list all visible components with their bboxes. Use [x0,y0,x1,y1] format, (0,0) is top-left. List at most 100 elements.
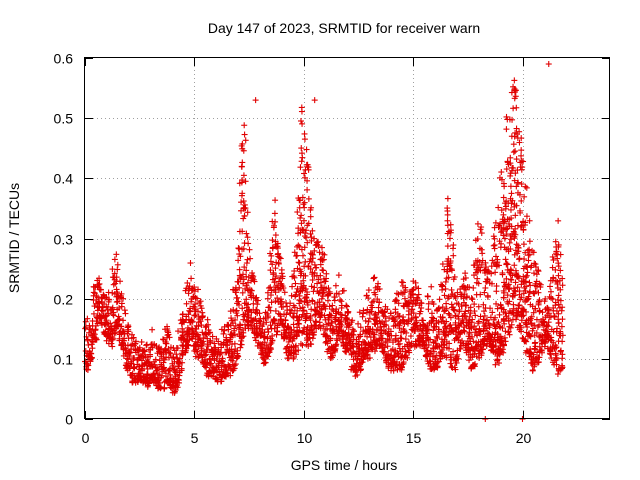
data-point [109,289,116,296]
data-point [138,338,145,345]
data-point [444,243,451,250]
data-point [355,320,362,327]
data-point [191,312,198,319]
data-point [112,280,119,287]
data-point [158,374,165,381]
data-point [168,385,175,392]
data-point [243,260,250,267]
data-point [118,290,125,297]
data-point [314,280,321,287]
data-point [559,338,566,345]
data-point [339,288,346,295]
data-point [184,279,191,286]
data-point [503,261,510,268]
data-point [167,350,174,357]
points-layer [82,61,566,422]
data-point [512,148,519,155]
y-axis-label: SRMTID / TECUs [6,183,22,293]
data-point [298,104,305,111]
data-point [462,270,469,277]
y-tick-label: 0.2 [54,292,74,308]
data-point [511,77,518,84]
data-point [365,318,372,325]
data-point [298,150,305,157]
data-point [271,210,278,217]
data-point [105,310,112,317]
data-point [518,147,525,154]
data-point [183,300,190,307]
data-point [526,246,533,253]
data-point [371,274,378,281]
data-point [128,360,135,367]
data-point [265,328,272,335]
data-point [533,316,540,323]
data-point [316,319,323,326]
data-point [523,272,530,279]
data-point [151,361,158,368]
data-point [90,310,97,317]
data-point [301,136,308,143]
data-point [304,186,311,193]
data-point [292,280,299,287]
data-point [288,292,295,299]
data-point [125,326,132,333]
data-point [337,296,344,303]
data-point [295,259,302,266]
data-point [498,169,505,176]
data-point [179,359,186,366]
data-point [171,375,178,382]
data-point [105,304,112,311]
data-point [474,220,481,227]
data-point [264,326,271,333]
data-point [402,336,409,343]
data-point [311,97,318,104]
data-point [89,345,96,352]
data-point [113,299,120,306]
data-point [140,348,147,355]
data-point [359,313,366,320]
data-point [272,197,279,204]
data-point [297,117,304,124]
data-point [507,206,514,213]
data-point [184,342,191,349]
data-point [491,245,498,252]
data-point [335,272,342,279]
data-point [245,240,252,247]
data-point [295,320,302,327]
data-point [238,341,245,348]
data-point [110,281,117,288]
data-point [97,286,104,293]
data-point [159,336,166,343]
data-point [508,190,515,197]
y-tick-label: 0.6 [54,51,74,67]
x-tick-label: 10 [297,430,313,446]
data-point [528,321,535,328]
data-point [323,270,330,277]
data-point [302,230,309,237]
data-point [174,354,181,361]
data-point [162,373,169,380]
data-point [106,296,113,303]
data-point [175,376,182,383]
data-point [272,232,279,239]
data-point [88,355,95,362]
data-point [525,257,532,264]
data-point [520,241,527,248]
data-point [535,289,542,296]
data-point [114,261,121,268]
data-point [520,158,527,165]
data-point [163,340,170,347]
data-point [448,286,455,293]
data-point [298,158,305,165]
data-point [242,137,249,144]
data-point [156,357,163,364]
data-point [183,337,190,344]
x-tick-label: 0 [82,430,90,446]
data-point [187,260,194,267]
data-point [470,284,477,291]
data-point [272,218,279,225]
data-point [90,330,97,337]
data-point [116,304,123,311]
data-point [132,340,139,347]
data-point [269,237,276,244]
